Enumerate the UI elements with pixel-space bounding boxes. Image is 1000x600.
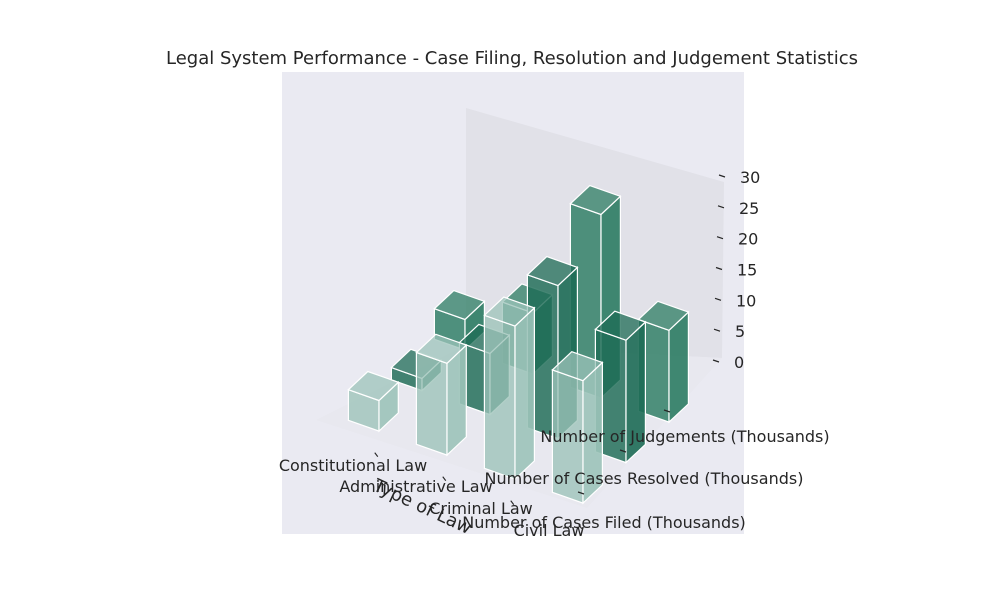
bar-3-2 — [637, 300, 690, 424]
x-tick-label: Civil Law — [514, 521, 585, 540]
z-tick-mark — [718, 174, 726, 178]
bars-group — [347, 184, 690, 505]
y-tick-label: Number of Judgements (Thousands) — [540, 427, 829, 446]
x-tick-label: Administrative Law — [339, 477, 492, 496]
y-tick-mark — [619, 449, 627, 453]
bar-top-face — [526, 255, 579, 287]
bar-front-face — [415, 351, 448, 456]
z-tick-label: 5 — [735, 322, 745, 341]
z-tick-label: 25 — [739, 199, 759, 218]
chart-title: Legal System Performance - Case Filing, … — [166, 48, 858, 69]
bar-1-0 — [415, 333, 468, 457]
bar-top-face — [415, 333, 468, 364]
bar-top-face — [637, 300, 690, 331]
bar-top-face — [483, 296, 536, 327]
z-tick-mark — [712, 359, 720, 363]
x-tick-label: Criminal Law — [429, 499, 533, 518]
x-tick-mark — [374, 452, 379, 458]
y-tick-mark — [663, 409, 671, 413]
bar-side-face — [668, 310, 690, 424]
bar-top-face — [594, 310, 647, 341]
z-tick-mark — [715, 266, 723, 271]
z-tick-label: 10 — [736, 291, 756, 310]
z-tick-mark — [713, 328, 721, 332]
x-tick-mark — [442, 476, 447, 482]
y-tick-label: Number of Cases Resolved (Thousands) — [485, 469, 804, 488]
bar-side-face — [446, 343, 467, 457]
y-tick-mark — [577, 491, 585, 495]
bar-2-0 — [483, 296, 536, 481]
bar-top-face — [347, 370, 400, 402]
bar-0-0 — [347, 370, 400, 433]
z-tick-mark — [714, 297, 722, 301]
axes-ticks: 0 5 10 15 20 25 30 Constitutional Law Administra… — [279, 168, 830, 540]
z-tick-label: 20 — [738, 230, 758, 249]
bar-top-face — [569, 184, 622, 216]
x-tick-label: Constitutional Law — [279, 456, 427, 475]
z-tick-label: 15 — [737, 261, 757, 280]
z-tick-mark — [717, 205, 725, 209]
bar-front-face — [483, 314, 516, 480]
z-tick-label: 0 — [734, 353, 744, 372]
y-tick-label: Number of Cases Filed (Thousands) — [462, 513, 746, 532]
bar-top-face — [551, 351, 604, 382]
z-tick-label: 30 — [740, 168, 760, 187]
bar-side-face — [514, 306, 536, 481]
x-tick-mark — [510, 500, 515, 506]
z-tick-mark — [716, 236, 724, 240]
bar-3-0 — [551, 351, 604, 505]
left-pane — [307, 108, 466, 420]
x-tick-mark — [578, 524, 583, 530]
bar-top-face — [433, 289, 486, 321]
